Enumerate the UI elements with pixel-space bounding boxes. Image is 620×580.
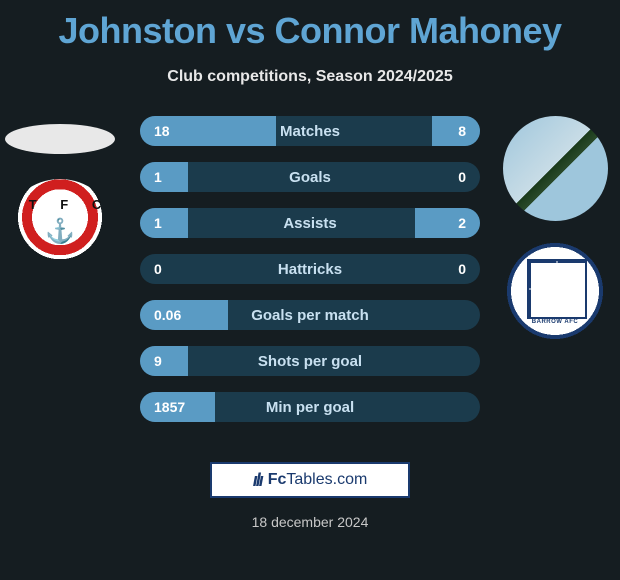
player-left-avatar <box>5 124 115 154</box>
stat-label: Goals <box>140 169 480 186</box>
player-right-column <box>490 116 620 456</box>
stat-row: 1Assists2 <box>140 208 480 238</box>
stat-label: Goals per match <box>140 307 480 324</box>
stat-row: 1Goals0 <box>140 162 480 192</box>
player-left-column <box>0 116 120 456</box>
stat-row: 1857Min per goal <box>140 392 480 422</box>
brand-name-rest: Tables.com <box>286 471 367 488</box>
club-left-badge-icon <box>10 179 110 264</box>
stat-label: Shots per goal <box>140 353 480 370</box>
player-right-avatar <box>503 116 608 221</box>
comparison-title: Johnston vs Connor Mahoney <box>0 0 620 52</box>
stat-label: Min per goal <box>140 399 480 416</box>
brand-name-bold: Fc <box>268 471 287 488</box>
stats-list: 18Matches81Goals01Assists20Hattricks00.0… <box>140 116 480 422</box>
footer-date: 18 december 2024 <box>0 514 620 530</box>
stat-right-value: 2 <box>458 215 466 231</box>
club-right-badge-icon <box>505 241 605 341</box>
stat-right-value: 8 <box>458 123 466 139</box>
season-subtitle: Club competitions, Season 2024/2025 <box>0 68 620 86</box>
stat-row: 0.06Goals per match <box>140 300 480 330</box>
stat-label: Hattricks <box>140 261 480 278</box>
stat-label: Matches <box>140 123 480 140</box>
stat-row: 18Matches8 <box>140 116 480 146</box>
stat-row: 9Shots per goal <box>140 346 480 376</box>
stat-right-value: 0 <box>458 169 466 185</box>
stat-label: Assists <box>140 215 480 232</box>
comparison-content: 18Matches81Goals01Assists20Hattricks00.0… <box>0 116 620 456</box>
stat-row: 0Hattricks0 <box>140 254 480 284</box>
stat-right-value: 0 <box>458 261 466 277</box>
brand-chart-icon: ılı <box>253 470 262 491</box>
brand-logo: ılı FcTables.com <box>210 462 410 498</box>
